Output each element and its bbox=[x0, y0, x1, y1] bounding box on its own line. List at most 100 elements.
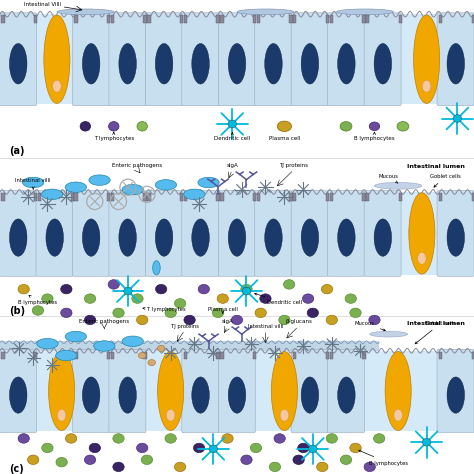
Bar bbox=[253, 15, 256, 23]
Ellipse shape bbox=[337, 219, 355, 256]
Ellipse shape bbox=[9, 377, 27, 413]
Ellipse shape bbox=[61, 308, 72, 318]
FancyBboxPatch shape bbox=[109, 13, 146, 106]
Ellipse shape bbox=[138, 353, 146, 359]
Bar bbox=[326, 15, 329, 23]
Ellipse shape bbox=[264, 219, 282, 256]
Ellipse shape bbox=[56, 350, 77, 361]
Bar bbox=[362, 15, 365, 23]
Ellipse shape bbox=[228, 377, 246, 413]
Ellipse shape bbox=[345, 294, 356, 303]
Ellipse shape bbox=[277, 121, 292, 131]
Bar bbox=[0, 161, 474, 316]
Ellipse shape bbox=[301, 377, 319, 413]
Bar bbox=[329, 15, 333, 23]
Ellipse shape bbox=[298, 443, 309, 453]
Ellipse shape bbox=[228, 219, 246, 256]
Ellipse shape bbox=[340, 121, 352, 131]
FancyBboxPatch shape bbox=[109, 349, 146, 433]
FancyBboxPatch shape bbox=[291, 349, 328, 433]
Ellipse shape bbox=[192, 377, 210, 413]
Ellipse shape bbox=[337, 377, 355, 413]
Bar bbox=[399, 15, 402, 23]
Bar bbox=[326, 352, 329, 359]
FancyBboxPatch shape bbox=[0, 349, 36, 433]
Ellipse shape bbox=[53, 80, 61, 92]
Bar bbox=[472, 352, 474, 359]
Ellipse shape bbox=[374, 44, 392, 84]
Bar bbox=[38, 193, 41, 201]
Bar bbox=[289, 15, 292, 23]
Ellipse shape bbox=[82, 377, 100, 413]
Text: B lymphocytes: B lymphocytes bbox=[18, 295, 57, 305]
Ellipse shape bbox=[394, 410, 402, 421]
Ellipse shape bbox=[369, 122, 380, 131]
Ellipse shape bbox=[241, 455, 252, 465]
Bar bbox=[366, 15, 369, 23]
FancyBboxPatch shape bbox=[291, 13, 328, 106]
Bar bbox=[253, 193, 256, 201]
Ellipse shape bbox=[370, 331, 408, 337]
Ellipse shape bbox=[369, 315, 380, 325]
Ellipse shape bbox=[148, 359, 155, 366]
Bar bbox=[439, 15, 442, 23]
FancyBboxPatch shape bbox=[328, 13, 365, 106]
Ellipse shape bbox=[9, 219, 27, 256]
FancyBboxPatch shape bbox=[328, 349, 365, 433]
Ellipse shape bbox=[228, 120, 237, 128]
Bar bbox=[293, 15, 296, 23]
Ellipse shape bbox=[23, 177, 44, 188]
Ellipse shape bbox=[326, 434, 337, 443]
Bar bbox=[107, 15, 110, 23]
Ellipse shape bbox=[340, 455, 352, 465]
Ellipse shape bbox=[65, 331, 86, 342]
Bar bbox=[256, 193, 260, 201]
Ellipse shape bbox=[174, 299, 186, 308]
Bar bbox=[34, 193, 37, 201]
Ellipse shape bbox=[217, 294, 228, 303]
Ellipse shape bbox=[84, 294, 96, 303]
Bar bbox=[217, 193, 220, 201]
FancyBboxPatch shape bbox=[0, 13, 36, 106]
Ellipse shape bbox=[374, 434, 385, 443]
Ellipse shape bbox=[301, 44, 319, 84]
Bar bbox=[220, 352, 224, 359]
Text: Intestinal lumen: Intestinal lumen bbox=[407, 321, 465, 326]
Ellipse shape bbox=[422, 438, 431, 446]
Bar bbox=[220, 15, 224, 23]
Bar bbox=[147, 193, 151, 201]
Ellipse shape bbox=[447, 377, 465, 413]
FancyBboxPatch shape bbox=[219, 349, 255, 433]
Ellipse shape bbox=[46, 219, 64, 256]
Ellipse shape bbox=[237, 9, 294, 15]
Bar bbox=[329, 193, 333, 201]
Ellipse shape bbox=[113, 462, 124, 472]
Bar bbox=[253, 352, 256, 359]
Bar bbox=[399, 193, 402, 201]
Ellipse shape bbox=[84, 315, 96, 325]
FancyBboxPatch shape bbox=[182, 349, 219, 433]
Ellipse shape bbox=[374, 219, 392, 256]
Text: β-glucans: β-glucans bbox=[285, 319, 312, 324]
Bar bbox=[1, 15, 5, 23]
Bar bbox=[184, 352, 187, 359]
FancyBboxPatch shape bbox=[328, 191, 365, 276]
Ellipse shape bbox=[271, 352, 298, 430]
FancyBboxPatch shape bbox=[364, 13, 401, 106]
Ellipse shape bbox=[113, 434, 124, 443]
Ellipse shape bbox=[184, 315, 195, 325]
Bar bbox=[74, 15, 78, 23]
Ellipse shape bbox=[302, 294, 314, 303]
Text: Goblet cells: Goblet cells bbox=[415, 321, 456, 344]
Bar bbox=[439, 193, 442, 201]
Bar bbox=[107, 352, 110, 359]
Ellipse shape bbox=[44, 15, 70, 103]
Ellipse shape bbox=[279, 315, 290, 325]
Bar bbox=[439, 352, 442, 359]
Bar bbox=[362, 352, 365, 359]
FancyBboxPatch shape bbox=[73, 349, 109, 433]
Ellipse shape bbox=[80, 121, 91, 131]
Bar bbox=[217, 15, 220, 23]
Ellipse shape bbox=[337, 44, 355, 84]
Text: Enteric pathogens: Enteric pathogens bbox=[112, 163, 163, 168]
